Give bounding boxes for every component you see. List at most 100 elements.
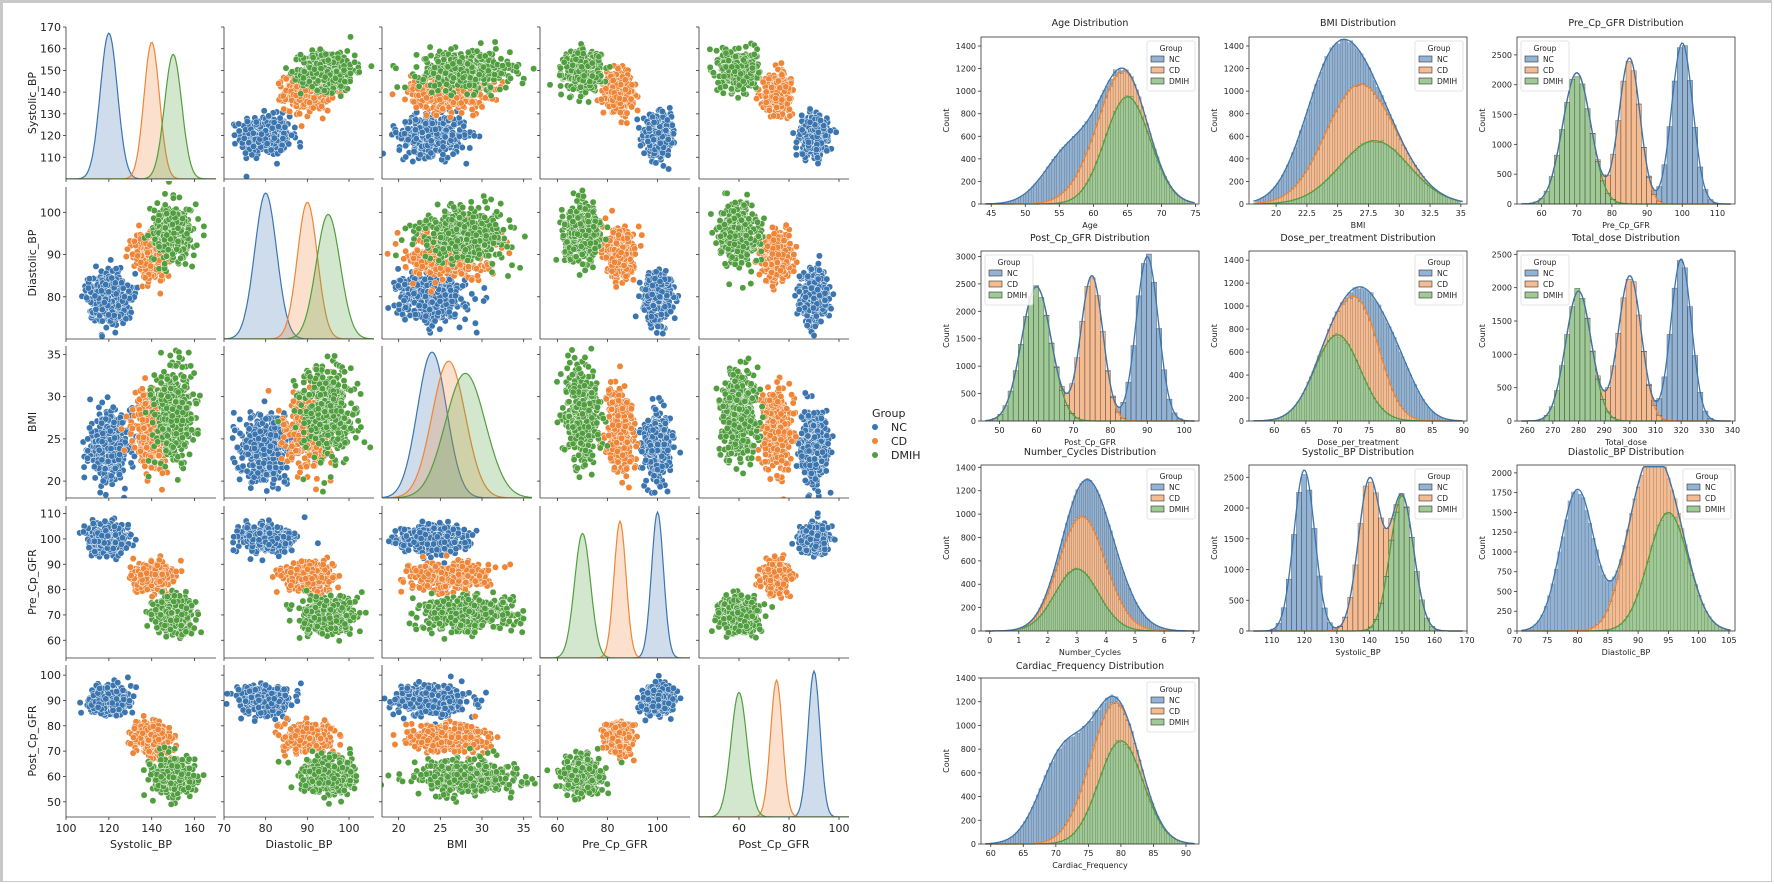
scatter-point-NC xyxy=(235,120,243,128)
scatter-point-NC xyxy=(812,146,820,154)
scatter-point-CD xyxy=(446,114,454,122)
scatter-point-NC xyxy=(411,126,419,134)
scatter-point-DMIH xyxy=(546,81,554,89)
scatter-point-NC xyxy=(258,130,265,138)
scatter-point-DMIH xyxy=(487,83,495,91)
scatter-point-CD xyxy=(597,95,605,103)
scatter-point-DMIH xyxy=(367,62,375,70)
scatter-point-DMIH xyxy=(480,63,487,71)
scatter-point-CD xyxy=(422,111,430,119)
y-tick-label: 160 xyxy=(40,43,61,56)
scatter-point-CD xyxy=(458,109,466,117)
scatter-point-DMIH xyxy=(577,92,585,100)
scatter-point-NC xyxy=(243,118,251,125)
scatter-point-DMIH xyxy=(502,84,510,92)
scatter-point-DMIH xyxy=(579,50,587,58)
scatter-point-CD xyxy=(753,95,761,103)
scatter-point-DMIH xyxy=(313,87,321,95)
scatter-point-NC xyxy=(409,158,417,165)
scatter-point-DMIH xyxy=(544,46,550,52)
kde-fill-DMIH xyxy=(66,54,216,179)
scatter-point-NC xyxy=(249,129,257,137)
scatter-point-DMIH xyxy=(742,43,750,51)
scatter-point-NC xyxy=(412,116,420,124)
scatter-point-NC xyxy=(273,160,281,168)
scatter-point-DMIH xyxy=(333,68,340,75)
scatter-point-CD xyxy=(478,103,486,111)
scatter-point-NC xyxy=(276,114,284,122)
panel-body xyxy=(706,40,840,167)
scatter-point-NC xyxy=(449,150,457,158)
scatter-point-DMIH xyxy=(519,79,526,87)
scatter-point-DMIH xyxy=(282,64,290,72)
scatter-point-DMIH xyxy=(585,98,593,106)
scatter-point-NC xyxy=(402,142,410,150)
scatter-point-DMIH xyxy=(588,59,596,67)
scatter-point-NC xyxy=(817,116,824,124)
scatter-point-DMIH xyxy=(434,57,442,65)
scatter-point-DMIH xyxy=(491,38,499,46)
scatter-point-NC xyxy=(466,144,474,152)
scatter-point-DMIH xyxy=(464,60,472,68)
scatter-point-CD xyxy=(389,90,396,98)
scatter-point-NC xyxy=(428,120,436,127)
scatter-point-DMIH xyxy=(530,65,538,73)
scatter-point-CD xyxy=(770,112,778,120)
scatter-point-NC xyxy=(832,128,840,136)
scatter-point-DMIH xyxy=(473,47,481,55)
scatter-point-CD xyxy=(309,104,317,112)
panel-body xyxy=(546,40,678,173)
scatter-point-DMIH xyxy=(347,69,354,77)
scatter-point-NC xyxy=(798,111,806,119)
scatter-point-CD xyxy=(422,103,430,111)
scatter-point-NC xyxy=(427,149,435,157)
scatter-point-NC xyxy=(814,160,822,167)
scatter-point-DMIH xyxy=(422,55,430,63)
scatter-point-DMIH xyxy=(321,73,329,81)
scatter-point-CD xyxy=(768,84,776,91)
scatter-point-NC xyxy=(814,154,822,162)
scatter-point-NC xyxy=(633,115,641,123)
scatter-point-CD xyxy=(762,99,770,106)
scatter-point-DMIH xyxy=(442,87,450,95)
scatter-point-DMIH xyxy=(332,74,339,82)
scatter-point-NC xyxy=(637,142,645,150)
scatter-point-DMIH xyxy=(497,70,505,77)
scatter-point-DMIH xyxy=(401,83,409,91)
scatter-point-DMIH xyxy=(464,48,472,56)
scatter-point-NC xyxy=(401,118,409,126)
scatter-point-CD xyxy=(762,88,770,96)
scatter-point-DMIH xyxy=(560,58,568,66)
scatter-point-NC xyxy=(400,130,408,138)
scatter-point-DMIH xyxy=(351,51,359,59)
scatter-point-DMIH xyxy=(595,53,603,61)
scatter-point-NC xyxy=(659,149,667,157)
scatter-point-CD xyxy=(481,94,489,102)
scatter-point-NC xyxy=(806,118,814,126)
scatter-point-CD xyxy=(785,95,793,103)
scatter-point-CD xyxy=(617,81,625,89)
scatter-point-DMIH xyxy=(447,91,455,99)
scatter-point-DMIH xyxy=(351,58,359,66)
scatter-point-NC xyxy=(805,138,812,146)
scatter-point-NC xyxy=(296,143,304,151)
scatter-point-NC xyxy=(285,140,293,148)
scatter-point-CD xyxy=(623,119,631,127)
scatter-point-NC xyxy=(793,138,800,146)
scatter-point-DMIH xyxy=(577,83,585,91)
scatter-point-DMIH xyxy=(734,94,742,102)
scatter-point-NC xyxy=(441,133,449,141)
scatter-point-DMIH xyxy=(580,72,588,80)
scatter-point-NC xyxy=(789,129,797,137)
scatter-point-CD xyxy=(623,109,631,117)
scatter-point-NC xyxy=(235,127,243,135)
scatter-point-NC xyxy=(439,143,447,151)
scatter-point-DMIH xyxy=(484,67,492,75)
scatter-point-CD xyxy=(786,112,794,120)
scatter-point-CD xyxy=(628,103,636,111)
scatter-point-NC xyxy=(422,120,430,128)
scatter-point-NC xyxy=(240,134,248,142)
scatter-point-CD xyxy=(778,96,786,104)
scatter-point-DMIH xyxy=(411,73,419,81)
